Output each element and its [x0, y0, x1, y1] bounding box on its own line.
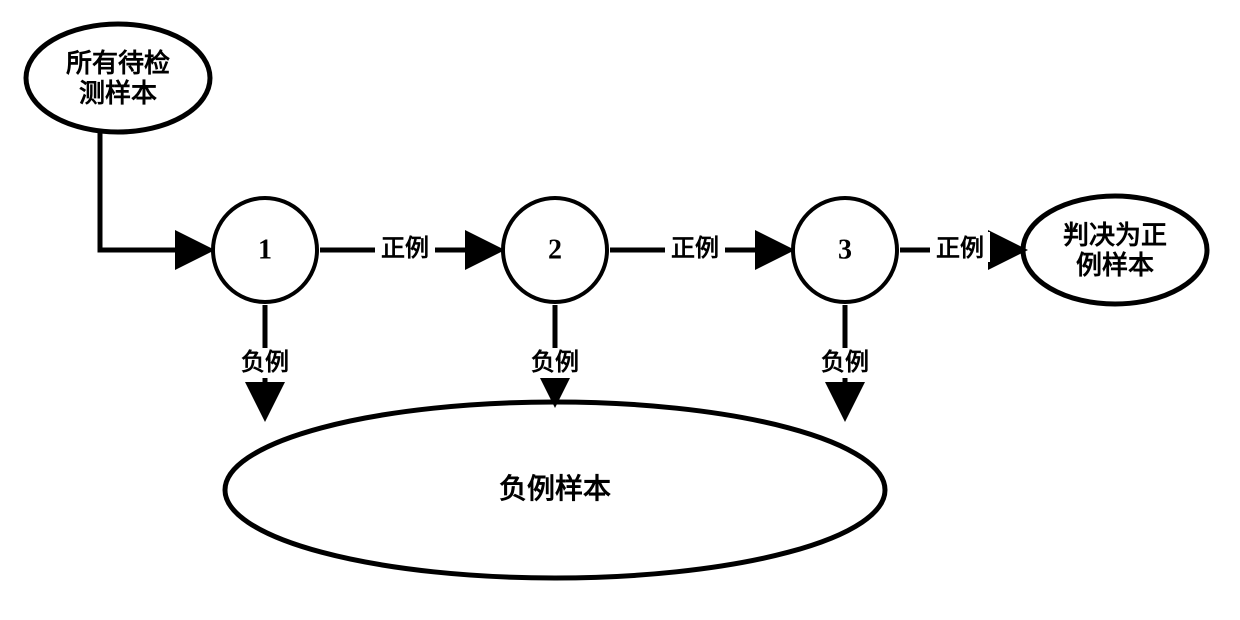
edge-1-down-label: 负例	[241, 349, 289, 376]
positive-output-node	[1023, 196, 1207, 304]
stage-1-label: 1	[258, 235, 272, 266]
start-label-line2: 测样本	[79, 78, 157, 108]
edge-3-to-posout-label: 正例	[936, 235, 984, 262]
stage-2-label: 2	[548, 235, 562, 266]
negout-label: 负例样本	[499, 472, 611, 505]
edge-2-to-3-label: 正例	[671, 235, 719, 262]
start-node	[26, 24, 210, 132]
edge-1-to-2-label: 正例	[381, 235, 429, 262]
edge-start-to-1	[100, 132, 205, 250]
stage-3-label: 3	[838, 235, 852, 266]
posout-label-line1: 判决为正	[1063, 221, 1167, 250]
cascade-diagram: 所有待检 测样本 1 正例 2 正例 3 正例 判决为正 例样本 负例样本 负例…	[0, 0, 1240, 620]
start-label-line1: 所有待检	[66, 48, 170, 78]
edge-3-down-label: 负例	[821, 349, 869, 376]
posout-label-line2: 例样本	[1076, 250, 1154, 280]
edge-2-down-label: 负例	[531, 349, 579, 376]
